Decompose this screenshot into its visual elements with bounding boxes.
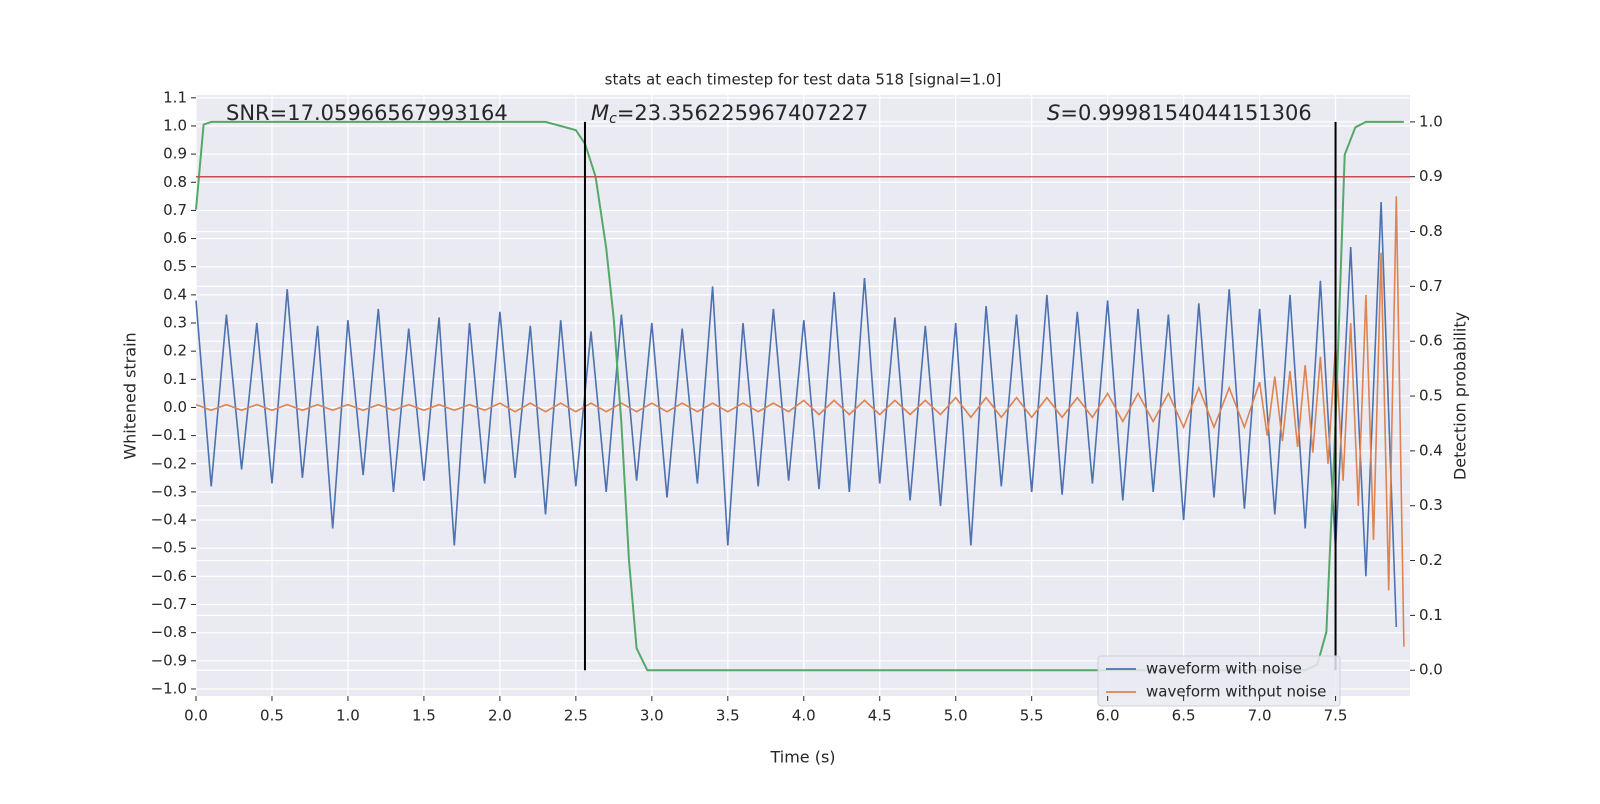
x-tick-label: 4.0 — [792, 707, 816, 725]
y-tick-label: 0.6 — [163, 229, 187, 247]
y-tick-label: −0.3 — [151, 482, 187, 500]
x-tick-label: 3.5 — [716, 707, 740, 725]
annotation-symbol: S — [1047, 101, 1060, 125]
y-tick-label: 0.2 — [163, 342, 187, 360]
y-tick-label: 1.0 — [163, 116, 187, 134]
x-axis-label: Time (s) — [769, 748, 835, 767]
y-tick-label: 0.4 — [163, 285, 187, 303]
y2-tick-label: 0.7 — [1419, 277, 1443, 295]
y-tick-label: −0.5 — [151, 539, 187, 557]
y-tick-label: −0.6 — [151, 567, 187, 585]
y2-tick-label: 0.5 — [1419, 387, 1443, 405]
series-line — [195, 201, 1398, 628]
y2-tick-label: 0.3 — [1419, 496, 1443, 514]
x-tick-label: 0.5 — [260, 707, 284, 725]
y2-tick-label: 1.0 — [1419, 112, 1443, 130]
x-tick-label: 5.0 — [944, 707, 968, 725]
y-tick-label: −0.4 — [151, 511, 187, 529]
legend-box — [1097, 655, 1341, 707]
y2-tick-label: 0.4 — [1419, 441, 1443, 459]
y-tick-label: 1.1 — [163, 88, 187, 106]
y2-tick-label: 0.6 — [1419, 332, 1443, 350]
marks — [195, 120, 1410, 672]
x-tick-label: 4.5 — [868, 707, 892, 725]
annotation-symbol: M — [591, 101, 609, 125]
annotation-text: =0.9998154044151306 — [1060, 101, 1311, 125]
x-tick-label: 1.0 — [336, 707, 360, 725]
y-tick-label: −0.8 — [151, 623, 187, 641]
y-tick-label: −0.2 — [151, 454, 187, 472]
annotation: SNR=17.05966567993164 — [226, 101, 508, 125]
y-tick-label: 0.8 — [163, 173, 187, 191]
x-tick-label: 2.5 — [564, 707, 588, 725]
y-tick-label: −0.7 — [151, 595, 187, 613]
x-tick-label: 7.5 — [1324, 707, 1348, 725]
x-tick-label: 2.0 — [488, 707, 512, 725]
chart-title: stats at each timestep for test data 518… — [605, 71, 1002, 89]
y2-tick-label: 0.9 — [1419, 167, 1443, 185]
y-tick-label: 0.7 — [163, 201, 187, 219]
x-tick-label: 0.0 — [184, 707, 208, 725]
y2-tick-label: 0.8 — [1419, 222, 1443, 240]
x-tick-label: 6.5 — [1172, 707, 1196, 725]
y-tick-label: 0.3 — [163, 314, 187, 332]
legend-label: waveform without noise — [1146, 683, 1326, 701]
x-tick-label: 3.0 — [640, 707, 664, 725]
y-tick-label: 0.9 — [163, 145, 187, 163]
y2-tick-label: 0.0 — [1419, 661, 1443, 679]
y2-axis-label: Detection probability — [1451, 312, 1470, 480]
y-tick-label: 0.1 — [163, 370, 187, 388]
annotation: Mc=23.356225967407227 — [591, 101, 868, 127]
y-tick-label: 0.5 — [163, 257, 187, 275]
y2-tick-label: 0.2 — [1419, 551, 1443, 569]
annotation: S=0.9998154044151306 — [1047, 101, 1312, 125]
x-tick-label: 7.0 — [1248, 707, 1272, 725]
legend-label: waveform with noise — [1146, 660, 1302, 678]
y-axis-label: Whitened strain — [121, 332, 140, 459]
annotation-text: =23.356225967407227 — [617, 101, 868, 125]
series-line — [195, 196, 1405, 647]
y-tick-label: −0.1 — [151, 426, 187, 444]
x-tick-label: 5.5 — [1020, 707, 1044, 725]
legend: waveform with noise waveform without nois… — [1097, 655, 1341, 707]
x-tick-label: 6.0 — [1096, 707, 1120, 725]
y2-tick-label: 0.1 — [1419, 606, 1443, 624]
annotation-subscript: c — [609, 111, 617, 127]
y-tick-label: 0.0 — [163, 398, 187, 416]
y-tick-label: −1.0 — [151, 679, 187, 697]
y-tick-label: −0.9 — [151, 651, 187, 669]
x-tick-label: 1.5 — [412, 707, 436, 725]
series-line — [195, 120, 1404, 672]
